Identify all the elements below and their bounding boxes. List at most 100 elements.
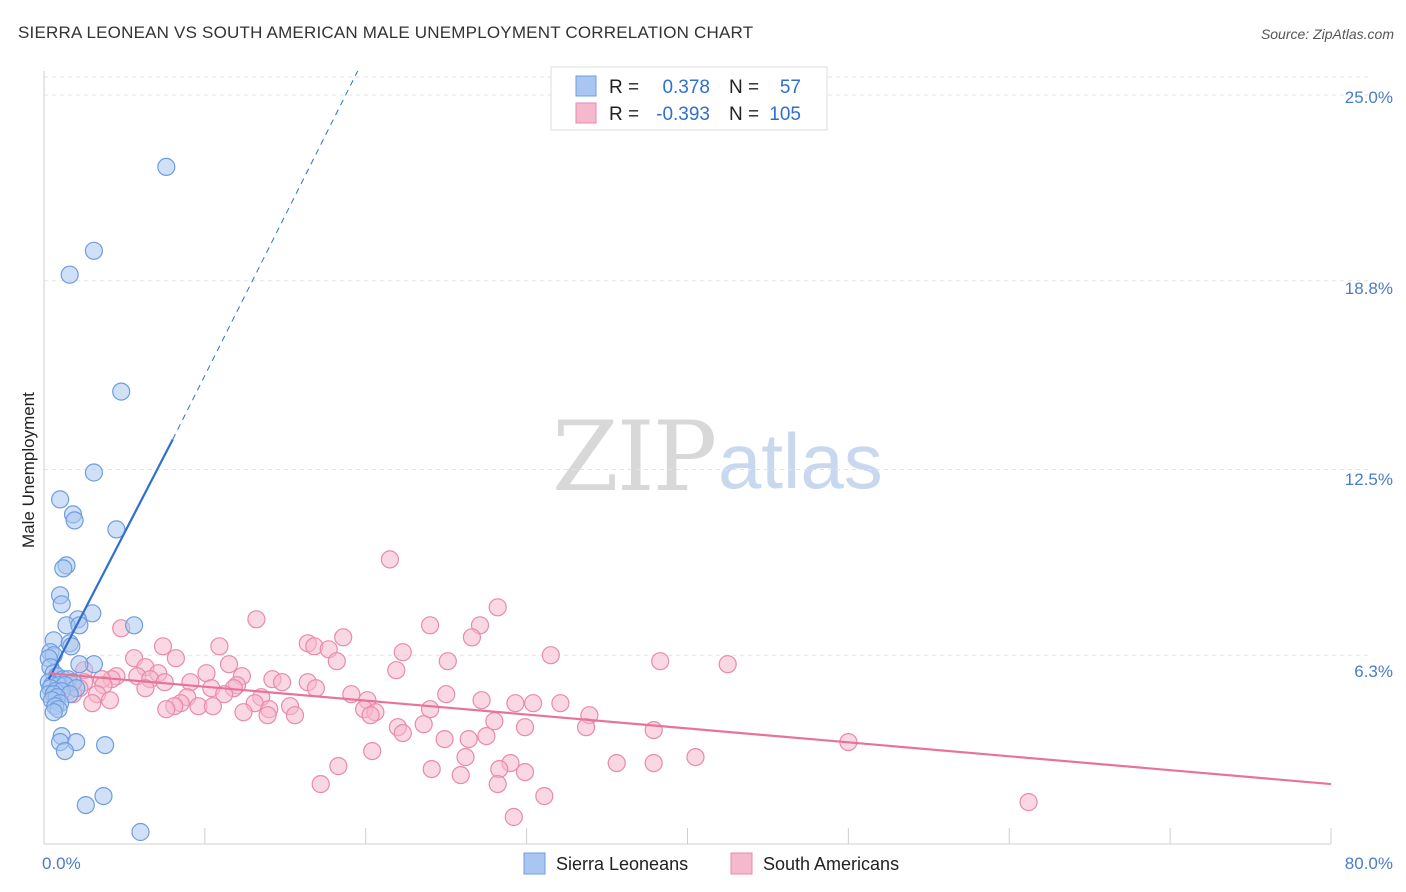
south-american-point [306,679,325,698]
south-american-point [488,774,507,794]
south-american-point [506,694,525,713]
source-label: Source: ZipAtlas.com [1261,26,1394,42]
sierra-leoneans-points [39,157,176,842]
south-american-point [83,694,102,713]
south-american-point [515,762,535,782]
south-american-point [456,747,475,767]
south-american-point [363,741,382,761]
sierra-leonean-point [60,265,79,284]
legend-n-value-blue: 57 [780,77,801,98]
south-american-point [459,729,478,749]
south-american-point [1019,792,1038,812]
south-american-point [523,694,543,713]
sierra-leonean-point [112,382,131,401]
south-american-point [153,637,173,656]
sierra-leonean-point [76,795,95,815]
south-american-point [488,598,507,617]
south-american-point [438,652,457,671]
legend-n-label-blue: N = [729,77,759,98]
south-american-point [329,756,348,776]
legend-r-value-pink: -0.393 [656,104,710,125]
south-american-point [451,765,470,785]
south-american-point [210,637,229,656]
south-american-point [644,753,663,773]
south-american-point [607,753,626,773]
legend-box [550,66,828,131]
south-american-point [219,655,239,674]
south-american-point [535,786,554,806]
y-tick-label-18-8: 18.8% [1345,279,1393,298]
sierra-leonean-trend-line-extension [172,70,359,440]
grid [44,76,1370,656]
sierra-leonean-point [94,786,113,806]
bottom-legend-label-south-americans: South Americans [763,854,899,874]
south-american-point [136,679,155,698]
south-american-point [273,673,292,692]
south-american-point [422,759,441,779]
sierra-leonean-point [50,490,70,509]
sierra-leonean-point [157,157,176,176]
south-american-trend-line [48,672,1332,786]
sierra-leonean-point [54,559,73,578]
south-american-point [435,729,454,749]
y-tick-label-25: 25.0% [1345,88,1393,107]
south-american-point [421,616,440,635]
sierra-leonean-point [65,511,84,530]
chart-title: SIERRA LEONEAN VS SOUTH AMERICAN MALE UN… [18,23,753,42]
south-american-point [311,774,330,794]
south-american-point [551,694,570,713]
sierra-leonean-point [131,822,150,842]
legend-n-value-pink: 105 [769,104,801,125]
legend-swatch-blue [575,75,597,97]
south-american-point [515,718,535,737]
south-american-point [166,649,185,668]
south-american-point [258,706,277,725]
south-american-point [197,664,216,683]
y-tick-label-12-5: 12.5% [1345,470,1393,489]
south-american-point [504,807,523,827]
watermark-atlas: atlas [718,417,883,505]
south-american-point [686,747,705,767]
south-american-point [334,628,353,647]
sierra-leonean-point [44,703,63,722]
legend-swatch-pink [575,102,597,124]
trend-lines [47,70,1332,786]
south-american-point [472,691,491,710]
south-american-point [462,628,481,647]
south-american-point [361,706,380,725]
y-tick-labels: 25.0% 18.8% 12.5% 6.3% [1345,88,1393,681]
watermark-zip: ZIP [552,401,715,513]
bottom-legend-swatch-pink [730,852,753,875]
south-american-point [380,550,399,569]
series-legend: Sierra Leoneans South Americans [523,852,899,875]
south-american-point [234,703,253,722]
sierra-leonean-point [70,655,89,674]
south-american-point [414,715,433,734]
south-american-point [437,685,456,704]
legend-r-label-blue: R = [609,77,639,98]
bottom-legend-swatch-blue [523,852,546,875]
x-ticks [204,828,1332,844]
south-american-point [541,646,560,665]
south-american-point [203,697,222,716]
south-americans-points [58,550,1038,827]
south-american-point [387,661,406,680]
legend-r-value-blue: 0.378 [662,77,710,98]
sierra-leonean-point [84,241,104,260]
south-american-point [393,723,412,743]
sierra-leonean-point [52,595,71,614]
bottom-legend-label-sierra-leoneans: Sierra Leoneans [556,854,688,874]
sierra-leonean-point [55,741,75,761]
sierra-leonean-point [84,463,104,482]
x-tick-label-80: 80.0% [1345,854,1393,873]
south-american-point [285,706,305,725]
south-american-point [490,759,509,779]
south-american-point [393,643,412,662]
sierra-leonean-point [95,735,115,755]
south-american-point [181,673,200,692]
x-tick-label-0: 0.0% [42,854,81,873]
south-american-point [215,685,234,704]
sierra-leonean-trend-line [47,439,174,680]
correlation-legend: R = 0.378 N = 57 R = -0.393 N = 105 [550,66,828,131]
south-american-point [485,712,504,731]
